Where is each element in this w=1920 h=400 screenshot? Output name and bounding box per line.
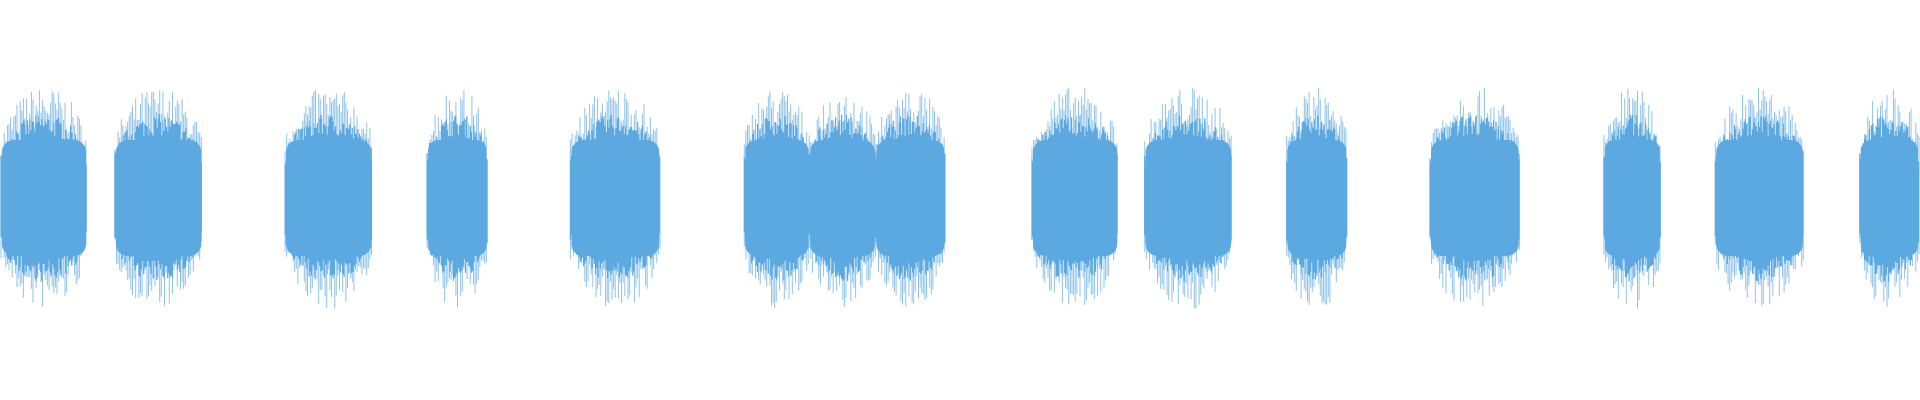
waveform-body — [428, 140, 487, 256]
waveform-body — [286, 140, 372, 256]
waveform-body — [571, 140, 660, 256]
waveform-body — [1033, 140, 1118, 256]
waveform-body — [745, 140, 809, 256]
waveform-body — [115, 140, 202, 256]
waveform-body — [1145, 140, 1232, 256]
waveform-body — [876, 140, 945, 256]
waveform-body — [1860, 140, 1918, 256]
waveform-body — [2, 140, 87, 256]
waveform-body — [1604, 140, 1660, 256]
waveform-body — [1716, 140, 1803, 256]
waveform-body — [1287, 140, 1347, 256]
waveform-body — [1430, 140, 1519, 256]
waveform-body — [810, 140, 875, 256]
